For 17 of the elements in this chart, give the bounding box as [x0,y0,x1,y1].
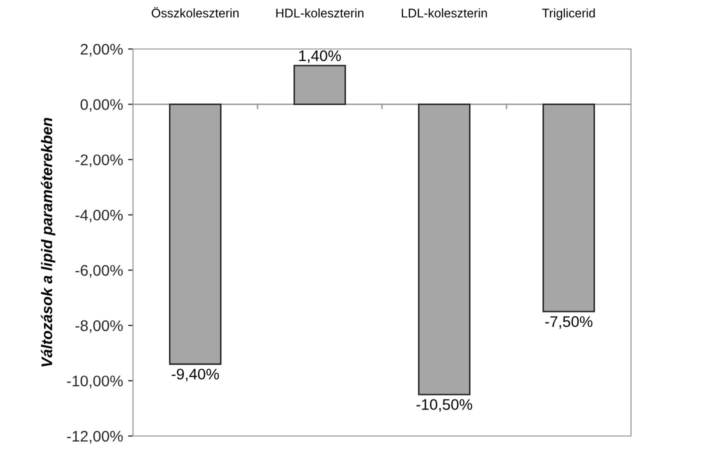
y-tick-label: -4,00% [76,210,123,222]
data-label: -9,40% [172,368,219,382]
x-tick-label: HDL-koleszterin [276,8,364,18]
y-tick-label: -10,00% [67,376,123,388]
data-label: 1,40% [299,50,341,63]
y-tick-label: 2,00% [80,44,123,56]
data-label: -10,50% [416,399,472,412]
x-tick-label: Triglicerid [542,8,595,20]
y-tick-label: -12,00% [67,430,123,444]
y-tick-label: -2,00% [76,154,123,168]
x-tick-label: Összkoleszterin [152,6,239,18]
y-tick-label: 0,00% [80,99,123,112]
y-tick-label: -6,00% [76,265,123,278]
y-tick-label: -8,00% [76,320,123,333]
y-axis-title: Változások a lipid paraméterekben [40,118,56,366]
data-label: -7,50% [545,316,592,329]
x-tick-label: LDL-koleszterin [402,8,487,18]
